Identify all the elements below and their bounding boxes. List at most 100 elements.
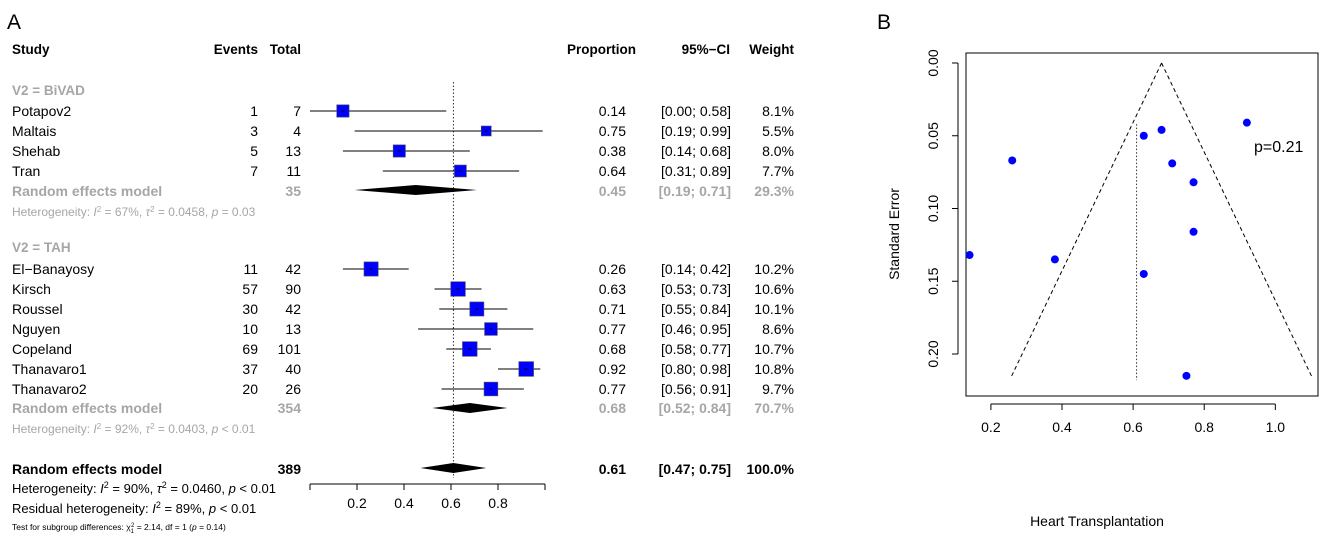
header-total: Total bbox=[270, 42, 301, 57]
het-prefix: Heterogeneity: bbox=[12, 205, 93, 219]
study-ci: [0.56; 0.91] bbox=[661, 381, 731, 397]
study-total: 13 bbox=[285, 143, 301, 159]
model-label: Random effects model bbox=[12, 183, 162, 199]
het-p-rest: < 0.01 bbox=[218, 422, 255, 436]
study-ci: [0.55; 0.84] bbox=[661, 301, 731, 317]
study-row: Copeland 69 101 0.68 [0.58; 0.77] 10.7% bbox=[12, 341, 794, 357]
study-weight: 10.1% bbox=[754, 301, 794, 317]
study-name: Thanavaro1 bbox=[12, 361, 87, 377]
study-row: Thanavaro2 20 26 0.77 [0.56; 0.91] 9.7% bbox=[12, 381, 794, 397]
het-i2: I bbox=[93, 422, 97, 436]
study-proportion: 0.68 bbox=[599, 341, 626, 357]
study-name: Roussel bbox=[12, 301, 63, 317]
het-p: p bbox=[228, 481, 236, 496]
het-i2-rest: = 67%, bbox=[101, 205, 145, 219]
study-proportion: 0.77 bbox=[599, 321, 626, 337]
study-total: 13 bbox=[285, 321, 301, 337]
study-name: Nguyen bbox=[12, 321, 60, 337]
test-p-rest: = 0.14) bbox=[197, 522, 226, 532]
res-p: p bbox=[208, 501, 216, 516]
funnel-point bbox=[1157, 125, 1166, 134]
test-chi: χ bbox=[126, 522, 131, 532]
overall-ci: [0.47; 0.75] bbox=[659, 461, 731, 477]
overall-proportion: 0.61 bbox=[599, 461, 626, 477]
funnel-y-label: Standard Error bbox=[886, 188, 902, 280]
res-i2: I bbox=[152, 501, 156, 516]
model-total: 35 bbox=[285, 183, 301, 199]
study-events: 7 bbox=[250, 163, 258, 179]
model-label: Random effects model bbox=[12, 400, 162, 416]
study-total: 42 bbox=[285, 301, 301, 317]
test-chi-exp: 2 bbox=[131, 523, 135, 529]
funnel-left-limit bbox=[1010, 62, 1163, 378]
study-weight: 10.7% bbox=[754, 341, 794, 357]
study-name: El−Banayosy bbox=[12, 261, 94, 277]
study-ci: [0.31; 0.89] bbox=[661, 163, 731, 179]
res-i2-rest: = 89%, bbox=[161, 501, 209, 516]
funnel-frame bbox=[965, 52, 1319, 397]
model-proportion: 0.68 bbox=[599, 400, 626, 416]
study-total: 42 bbox=[285, 261, 301, 277]
subgroup-heterogeneity: Heterogeneity: I2 = 67%, τ2 = 0.0458, p … bbox=[12, 205, 256, 220]
funnel-y-tick-label: 0.15 bbox=[925, 267, 941, 294]
study-name: Maltais bbox=[12, 123, 56, 139]
study-events: 3 bbox=[250, 123, 258, 139]
study-ci: [0.14; 0.68] bbox=[661, 143, 731, 159]
funnel-point bbox=[1050, 255, 1059, 264]
funnel-x-tick-label: 0.8 bbox=[1194, 419, 1214, 435]
funnel-annotation: p=0.21 bbox=[1254, 139, 1303, 156]
study-total: 4 bbox=[293, 123, 301, 139]
study-name: Kirsch bbox=[12, 281, 51, 297]
study-total: 26 bbox=[285, 381, 301, 397]
funnel-point bbox=[1168, 159, 1177, 168]
forest-plot-area: 0.2 0.4 0.6 0.8 bbox=[309, 82, 546, 511]
funnel-x-tick-label: 0.2 bbox=[981, 419, 1001, 435]
study-proportion: 0.92 bbox=[599, 361, 626, 377]
het-tau-exp: 2 bbox=[150, 422, 155, 431]
het-p: p bbox=[211, 422, 219, 436]
het-prefix: Heterogeneity: bbox=[12, 422, 93, 436]
model-ci: [0.52; 0.84] bbox=[659, 400, 731, 416]
funnel-y-tick-label: 0.10 bbox=[925, 195, 941, 222]
study-row: Maltais 3 4 0.75 [0.19; 0.99] 5.5% bbox=[12, 123, 794, 139]
test-chi-sub: 1 bbox=[131, 529, 135, 535]
study-total: 7 bbox=[293, 103, 301, 119]
study-row: Potapov2 1 7 0.14 [0.00; 0.58] 8.1% bbox=[12, 103, 794, 119]
study-row: Tran 7 11 0.64 [0.31; 0.89] 7.7% bbox=[12, 163, 794, 179]
funnel-point bbox=[1008, 156, 1017, 165]
funnel-point bbox=[1182, 371, 1191, 380]
funnel-y-tick-label: 0.20 bbox=[925, 340, 941, 367]
study-row: Kirsch 57 90 0.63 [0.53; 0.73] 10.6% bbox=[12, 281, 794, 297]
study-ci: [0.80; 0.98] bbox=[661, 361, 731, 377]
forest-x-tick-label: 0.8 bbox=[488, 495, 508, 511]
study-events: 11 bbox=[243, 261, 258, 277]
subgroup-model-row: Random effects model 354 0.68 [0.52; 0.8… bbox=[12, 400, 795, 416]
model-weight: 70.7% bbox=[754, 400, 794, 416]
funnel-y-tick-label: 0.05 bbox=[925, 122, 941, 149]
study-total: 90 bbox=[285, 281, 301, 297]
test-p: p bbox=[191, 522, 197, 532]
panel-letter-b: B bbox=[877, 11, 891, 34]
funnel-x-tick-label: 0.6 bbox=[1123, 419, 1143, 435]
funnel-point bbox=[1189, 227, 1198, 236]
study-row: Nguyen 10 13 0.77 [0.46; 0.95] 8.6% bbox=[12, 321, 794, 337]
overall-diamond bbox=[420, 463, 487, 473]
study-weight: 8.1% bbox=[762, 103, 794, 119]
res-prefix: Residual heterogeneity: bbox=[12, 501, 152, 516]
study-events: 20 bbox=[242, 381, 258, 397]
forest-header: Study Events Total Proportion 95%−CI Wei… bbox=[12, 42, 794, 57]
study-weight: 7.7% bbox=[762, 163, 794, 179]
study-weight: 10.2% bbox=[754, 261, 794, 277]
het-i2-exp: 2 bbox=[104, 480, 109, 490]
study-row: Shehab 5 13 0.38 [0.14; 0.68] 8.0% bbox=[12, 143, 794, 159]
model-weight: 29.3% bbox=[754, 183, 794, 199]
study-proportion: 0.38 bbox=[599, 143, 626, 159]
forest-x-tick-label: 0.2 bbox=[347, 495, 367, 511]
study-proportion: 0.14 bbox=[599, 103, 626, 119]
study-name: Shehab bbox=[12, 143, 60, 159]
het-tau: τ bbox=[157, 481, 163, 496]
het-i2: I bbox=[93, 205, 97, 219]
het-tau-exp: 2 bbox=[162, 480, 167, 490]
study-proportion: 0.26 bbox=[599, 261, 626, 277]
study-proportion: 0.77 bbox=[599, 381, 626, 397]
